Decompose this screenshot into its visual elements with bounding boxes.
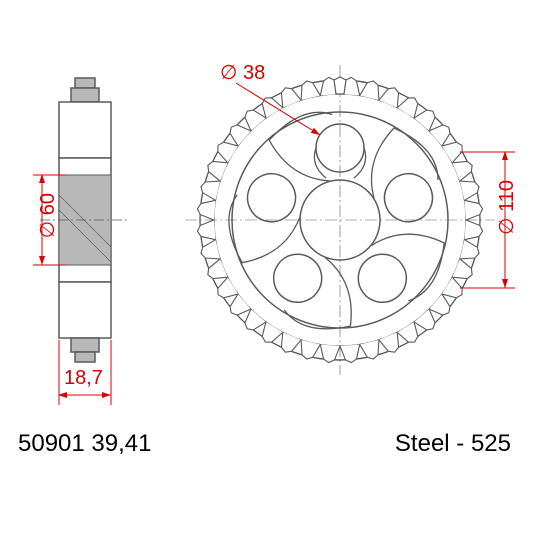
part-number-value: 50901 39,41: [18, 430, 151, 457]
material-label: Steel - 525: [395, 430, 511, 458]
dim-thickness-value: 18,7: [64, 367, 103, 389]
dim-thickness: 18,7: [64, 367, 103, 390]
dim-outer-value: 110: [496, 180, 518, 212]
dim-outer: ∅ 110: [495, 180, 519, 235]
dim-bolt-hole: ∅ 38: [220, 60, 265, 85]
material-value: Steel - 525: [395, 430, 511, 457]
front-view: [185, 65, 495, 375]
teeth-overlay: [334, 77, 346, 94]
dim-bore: ∅ 60: [36, 193, 60, 238]
part-number-label: 50901 39,41: [18, 430, 151, 458]
dim-bolt-hole-value: 38: [243, 62, 265, 84]
dim-bore-value: 60: [37, 193, 59, 215]
